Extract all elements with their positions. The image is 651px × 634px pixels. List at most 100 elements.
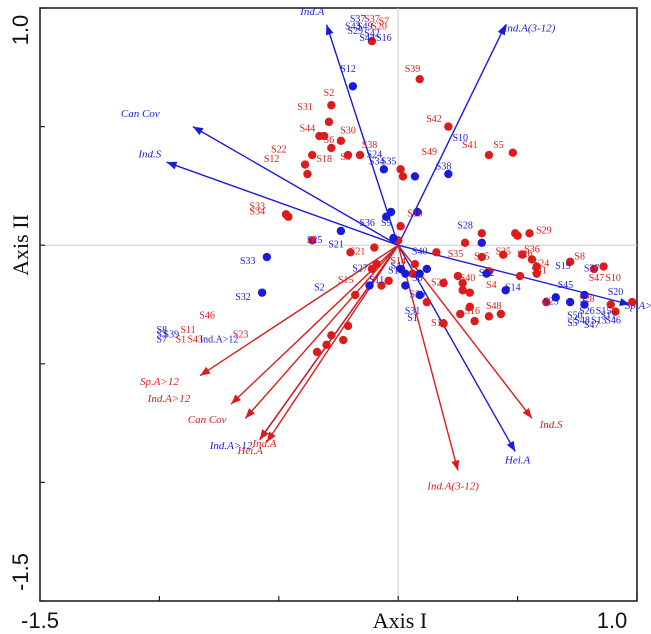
blue-site-label: S8	[157, 325, 168, 336]
red-site-point	[439, 278, 448, 288]
red-site-point	[367, 264, 377, 274]
red-site-point	[284, 212, 293, 221]
red-site-point	[628, 297, 637, 307]
blue-site-label: S23	[543, 297, 559, 308]
blue-site-label: S48	[574, 315, 590, 326]
vector-line	[199, 244, 399, 377]
red-site-label: S6	[324, 135, 335, 146]
y-tick-label-max: 1.0	[8, 15, 33, 46]
red-site-point	[565, 257, 575, 267]
plot-frame	[39, 7, 638, 602]
red-site-point	[384, 276, 393, 285]
blue-site-point	[379, 165, 389, 174]
blue-site-label: S1	[407, 313, 418, 324]
red-site-label: S44	[300, 123, 316, 134]
red-site-point	[477, 252, 486, 262]
vector-arrowhead	[506, 440, 516, 452]
red-site-point	[300, 160, 310, 169]
blue-site-label: S25	[307, 235, 323, 246]
red-site-label: S19	[407, 209, 423, 220]
red-site-point	[532, 269, 541, 278]
blue-site-label: S7	[157, 334, 168, 345]
vector-label: Ind.S	[137, 148, 161, 160]
vector-label: Hei.A	[236, 445, 263, 457]
blue-site-label: S27	[352, 263, 368, 274]
red-site-point	[508, 148, 518, 157]
red-site-label: S37	[364, 14, 380, 25]
blue-site-point	[415, 290, 424, 300]
vector-label: Ind.A>12	[209, 440, 253, 452]
red-site-label: S33	[250, 202, 266, 213]
blue-site-label: S24	[367, 149, 383, 160]
red-site-point	[410, 259, 420, 269]
blue-site-point	[422, 264, 432, 274]
red-site-label: S22	[271, 145, 287, 156]
vector-label: Can Cov	[188, 414, 227, 426]
blue-site-point	[580, 300, 589, 309]
red-site-point	[346, 248, 355, 257]
red-site-point	[532, 262, 541, 271]
vector-label: Ind.A	[251, 438, 276, 450]
red-site-label: S5	[493, 140, 504, 151]
blue-site-point	[365, 281, 374, 290]
red-site-point	[327, 143, 336, 153]
blue-site-point	[410, 172, 420, 181]
blue-site-label: S9	[381, 218, 392, 229]
red-site-point	[377, 281, 386, 290]
blue-site-label: S37	[350, 14, 366, 25]
red-site-point	[444, 122, 453, 131]
red-site-point	[303, 169, 312, 179]
blue-site-label: S17	[601, 311, 617, 322]
red-site-label: S7	[379, 17, 390, 28]
red-site-label: S45	[474, 251, 490, 262]
blue-site-label: S39	[164, 330, 180, 341]
blue-site-label: S19	[555, 261, 571, 272]
blue-site-label: S20	[608, 287, 624, 298]
red-site-point	[515, 271, 525, 281]
blue-site-label: S13	[591, 315, 607, 326]
vector-arrowhead	[192, 126, 204, 136]
blue-site-label: S34	[369, 157, 385, 168]
red-site-point	[339, 335, 348, 345]
red-site-label: S14	[390, 256, 406, 267]
red-site-label: S29	[536, 225, 552, 236]
blue-site-label: S12	[340, 64, 356, 75]
red-site-label: S21	[350, 247, 366, 258]
vector-line	[397, 244, 516, 452]
red-site-label: S36	[524, 244, 540, 255]
blue-site-label: S21	[328, 240, 344, 251]
red-site-point	[422, 297, 432, 307]
red-site-point	[589, 264, 599, 274]
red-site-point	[367, 37, 377, 46]
blue-site-label: S32	[235, 292, 251, 303]
red-site-point	[611, 307, 620, 316]
red-site-label: S41	[462, 140, 478, 151]
red-site-point	[308, 236, 317, 245]
red-site-label: S23	[233, 330, 249, 341]
blue-site-label: S47	[584, 320, 600, 331]
blue-site-label: S18	[388, 266, 404, 277]
red-site-label: S10	[605, 273, 621, 284]
red-site-point	[456, 309, 465, 319]
blue-site-label: S26	[579, 306, 595, 317]
vector-arrowhead	[325, 24, 334, 36]
red-site-label: S27	[431, 278, 447, 289]
blue-site-point	[389, 233, 398, 243]
vector-label: Can Cov	[121, 108, 160, 120]
red-site-label: S39	[405, 64, 421, 75]
vector-arrowhead	[199, 366, 211, 376]
x-tick-label-min: -1.5	[21, 608, 59, 633]
red-site-label: S40	[460, 273, 476, 284]
blue-site-label: S49	[357, 21, 373, 32]
blue-site-label: S42	[364, 28, 380, 39]
red-site-point	[484, 150, 494, 160]
red-site-point	[599, 262, 608, 271]
blue-site-label: S10	[453, 133, 469, 144]
red-site-point	[315, 131, 324, 141]
vector-line	[266, 244, 399, 443]
red-site-point	[355, 150, 365, 160]
blue-site-point	[565, 297, 575, 307]
blue-site-point	[262, 252, 272, 262]
red-site-point	[499, 250, 508, 259]
